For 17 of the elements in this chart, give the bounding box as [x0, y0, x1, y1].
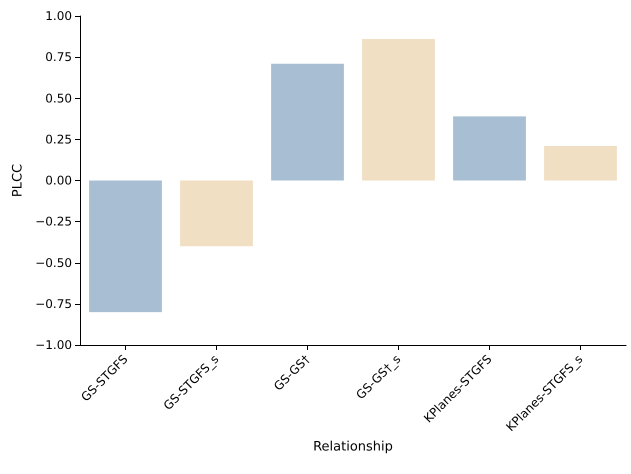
y-tick-label: 0.25: [45, 132, 72, 146]
bar: [362, 39, 435, 180]
y-tick-label: 0.50: [45, 91, 72, 106]
x-axis-title: Relationship: [313, 440, 393, 455]
bar: [180, 180, 253, 246]
bar: [453, 116, 526, 180]
bar: [271, 64, 344, 180]
y-tick-label: −0.75: [35, 296, 72, 311]
y-tick-label: 0.75: [45, 50, 72, 64]
y-tick-label: 0.00: [45, 174, 72, 188]
bar: [544, 146, 617, 180]
y-tick-label: −1.00: [35, 338, 72, 352]
bar: [89, 180, 162, 312]
y-tick-label: 1.00: [45, 9, 72, 23]
y-tick-label: −0.50: [35, 256, 72, 270]
y-axis-title: PLCC: [10, 164, 26, 198]
y-tick-label: −0.25: [35, 214, 72, 229]
